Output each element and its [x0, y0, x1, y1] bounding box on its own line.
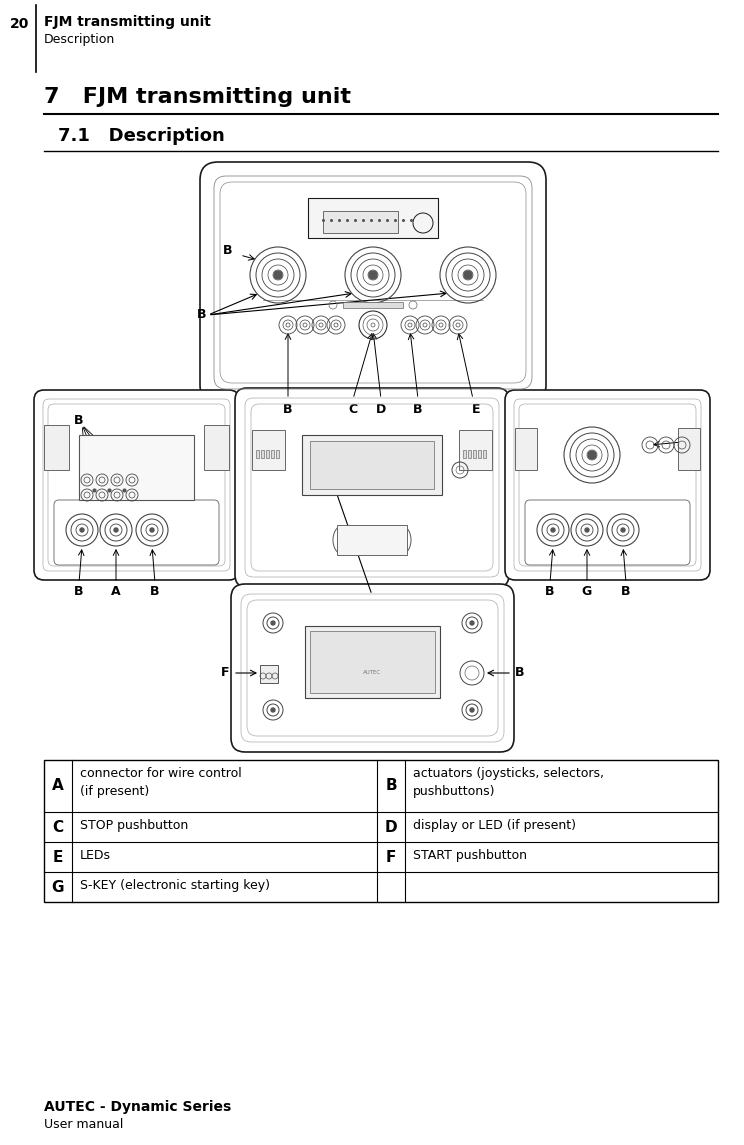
Bar — [473, 450, 476, 458]
Bar — [308, 198, 438, 238]
Bar — [260, 665, 278, 684]
Text: AUTEC - Dynamic Series: AUTEC - Dynamic Series — [44, 1100, 231, 1114]
Text: B: B — [385, 779, 397, 793]
Circle shape — [588, 451, 596, 459]
Text: 20: 20 — [10, 17, 30, 31]
Bar — [310, 441, 434, 489]
Text: F: F — [386, 850, 397, 864]
Circle shape — [150, 528, 154, 532]
Bar — [459, 431, 492, 469]
Bar — [204, 425, 229, 469]
Text: D: D — [385, 820, 397, 835]
Text: B: B — [283, 403, 292, 416]
Text: B: B — [223, 244, 233, 256]
Text: G: G — [52, 879, 64, 894]
Text: LEDs: LEDs — [80, 848, 111, 862]
Text: B: B — [545, 585, 555, 598]
Text: 7   FJM transmitting unit: 7 FJM transmitting unit — [44, 87, 351, 106]
Circle shape — [271, 621, 275, 625]
Text: AUTEC: AUTEC — [363, 671, 381, 676]
Text: STOP pushbutton: STOP pushbutton — [80, 819, 188, 832]
Bar — [478, 450, 481, 458]
Text: G: G — [582, 585, 592, 598]
Text: A: A — [111, 585, 121, 598]
Circle shape — [470, 708, 474, 712]
Text: A: A — [52, 779, 64, 793]
Text: D: D — [376, 403, 386, 416]
Text: User manual: User manual — [44, 1118, 124, 1131]
Circle shape — [114, 528, 118, 532]
Text: B: B — [196, 308, 206, 322]
Text: connector for wire control
(if present): connector for wire control (if present) — [80, 767, 242, 798]
Circle shape — [470, 621, 474, 625]
FancyBboxPatch shape — [505, 390, 710, 581]
Circle shape — [585, 528, 589, 532]
Bar — [44, 425, 69, 469]
FancyBboxPatch shape — [235, 388, 509, 587]
Text: F: F — [221, 666, 229, 679]
Text: C: C — [348, 403, 358, 416]
Bar — [271, 450, 274, 458]
Bar — [79, 435, 194, 500]
Text: actuators (joysticks, selectors,
pushbuttons): actuators (joysticks, selectors, pushbut… — [413, 767, 604, 798]
FancyBboxPatch shape — [231, 584, 514, 752]
Circle shape — [271, 708, 275, 712]
Text: 7.1   Description: 7.1 Description — [58, 127, 225, 145]
Circle shape — [621, 528, 625, 532]
Text: Description: Description — [44, 33, 115, 46]
Circle shape — [80, 528, 84, 532]
Bar — [515, 428, 537, 469]
Bar — [310, 631, 435, 693]
Text: display or LED (if present): display or LED (if present) — [413, 819, 576, 832]
Bar — [323, 211, 398, 232]
Bar — [252, 431, 285, 469]
Bar — [468, 450, 471, 458]
Bar — [261, 450, 264, 458]
Bar — [302, 435, 442, 495]
Bar — [343, 302, 403, 308]
Circle shape — [274, 271, 282, 279]
Bar — [483, 450, 486, 458]
Text: B: B — [150, 585, 160, 598]
Text: B: B — [516, 666, 525, 679]
Text: B: B — [74, 413, 84, 426]
Circle shape — [464, 271, 472, 279]
Bar — [266, 450, 269, 458]
Text: B: B — [74, 585, 84, 598]
FancyBboxPatch shape — [34, 390, 239, 581]
Bar — [463, 450, 466, 458]
Text: FJM transmitting unit: FJM transmitting unit — [44, 15, 211, 29]
Bar — [276, 450, 279, 458]
Circle shape — [551, 528, 555, 532]
Bar — [305, 626, 440, 698]
Bar — [256, 450, 259, 458]
Bar — [337, 526, 407, 555]
Bar — [44, 760, 718, 902]
Text: C: C — [52, 820, 63, 835]
Text: E: E — [53, 850, 63, 864]
Text: B: B — [621, 585, 631, 598]
Circle shape — [369, 271, 377, 279]
Text: E: E — [472, 403, 480, 416]
FancyBboxPatch shape — [200, 161, 546, 403]
Text: S-KEY (electronic starting key): S-KEY (electronic starting key) — [80, 879, 270, 892]
Text: B: B — [685, 434, 695, 447]
Text: START pushbutton: START pushbutton — [413, 848, 527, 862]
Text: B: B — [413, 403, 423, 416]
Bar — [678, 428, 700, 469]
